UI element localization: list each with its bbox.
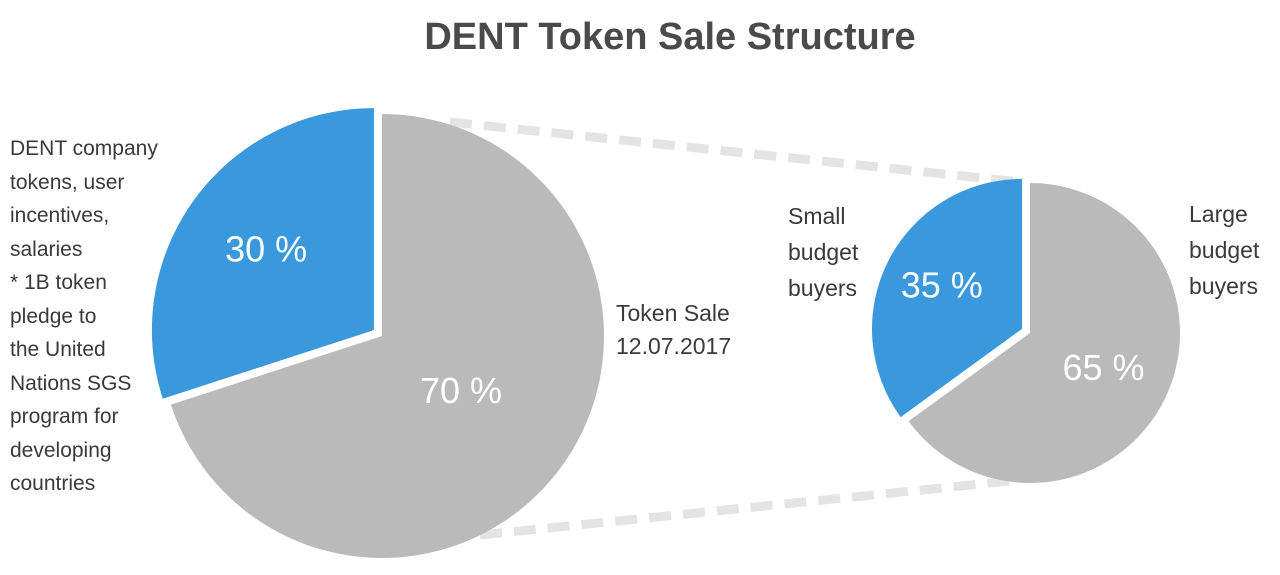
label-small-line: budget xyxy=(788,239,859,265)
slice-token-sale-value-label: 70 % xyxy=(420,370,502,411)
label-company-tokens: DENT company tokens, user incentives, sa… xyxy=(10,132,158,501)
slice-token-sale xyxy=(170,114,605,558)
label-company-line: Nations SGS xyxy=(10,371,132,395)
label-token-sale-line: Token Sale xyxy=(616,300,730,326)
label-company-line: pledge to xyxy=(10,304,97,328)
label-large-line: budget xyxy=(1189,237,1260,263)
label-company-line: DENT company xyxy=(10,137,158,160)
label-token-sale-line: 12.07.2017 xyxy=(616,333,732,359)
label-company-line: developing xyxy=(10,438,112,462)
slice-company-value-label: 30 % xyxy=(225,228,307,269)
label-token-sale: Token Sale 12.07.2017 xyxy=(616,297,731,363)
slice-small-budget xyxy=(871,178,1022,418)
slice-small-budget-value-label: 35 % xyxy=(901,265,983,306)
label-company-line: incentives, xyxy=(10,204,110,227)
slice-large-budget xyxy=(908,183,1180,483)
label-small-line: Small xyxy=(788,203,846,229)
slice-company xyxy=(151,108,374,399)
label-company-line: the United xyxy=(10,338,106,361)
label-large-line: Large xyxy=(1189,201,1248,227)
slice-large-budget-value-label: 65 % xyxy=(1062,347,1144,388)
connector-line-top xyxy=(449,117,1021,187)
chart-title: DENT Token Sale Structure xyxy=(424,16,916,58)
connector-line-bottom xyxy=(479,475,1021,540)
label-small-budget: Small budget buyers xyxy=(788,198,858,306)
label-small-line: buyers xyxy=(788,275,858,301)
label-company-line: program for xyxy=(10,405,119,428)
label-large-budget: Large budget buyers xyxy=(1189,196,1259,304)
label-large-line: buyers xyxy=(1189,273,1259,299)
label-company-line: countries xyxy=(10,472,96,495)
label-company-line: salaries xyxy=(10,237,83,261)
label-company-line: tokens, user xyxy=(10,170,125,194)
label-company-line: * 1B token xyxy=(10,271,107,294)
